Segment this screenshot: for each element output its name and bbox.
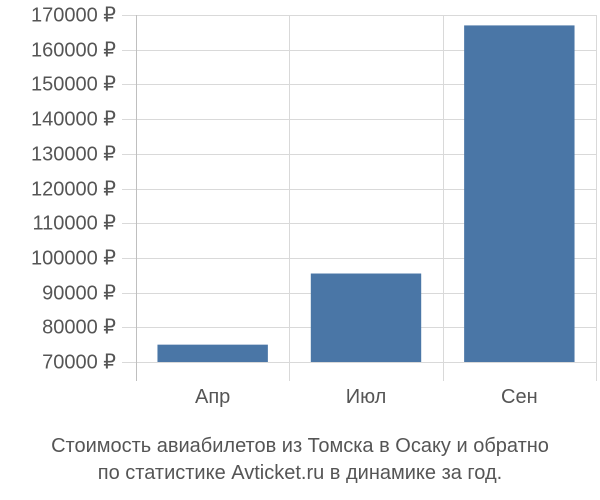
x-tick-label: Сен [501, 386, 538, 408]
bars [157, 25, 575, 362]
x-tick-label: Июл [346, 386, 387, 408]
bar [157, 344, 268, 362]
y-tick-label: 70000 ₽ [42, 352, 116, 374]
bar [310, 273, 422, 362]
y-tick-labels: 70000 ₽ 80000 ₽ 90000 ₽ 100000 ₽ 110000 ₽ 120… [31, 5, 116, 374]
y-tick-label: 110000 ₽ [32, 213, 116, 235]
caption-line-2: по статистике Avticket.ru в динамике за … [97, 462, 503, 484]
bar [464, 25, 575, 362]
y-tick-label: 170000 ₽ [31, 5, 116, 27]
y-tick-label: 100000 ₽ [31, 248, 116, 270]
y-tick-label: 150000 ₽ [31, 74, 116, 96]
y-tick-label: 160000 ₽ [31, 40, 116, 62]
y-tick-label: 80000 ₽ [42, 317, 116, 339]
y-tick-label: 90000 ₽ [42, 283, 116, 305]
caption-line-1: Стоимость авиабилетов из Томска в Осаку … [51, 435, 549, 457]
y-tick-label: 140000 ₽ [31, 109, 116, 131]
bar-chart: 70000 ₽ 80000 ₽ 90000 ₽ 100000 ₽ 110000 ₽ 120… [31, 5, 597, 408]
chart-caption: Стоимость авиабилетов из Томска в Осаку … [0, 433, 600, 487]
y-tick-label: 120000 ₽ [31, 179, 116, 201]
x-tick-labels: Апр Июл Сен [195, 386, 538, 408]
x-tick-label: Апр [195, 386, 230, 408]
y-tick-label: 130000 ₽ [31, 144, 116, 166]
